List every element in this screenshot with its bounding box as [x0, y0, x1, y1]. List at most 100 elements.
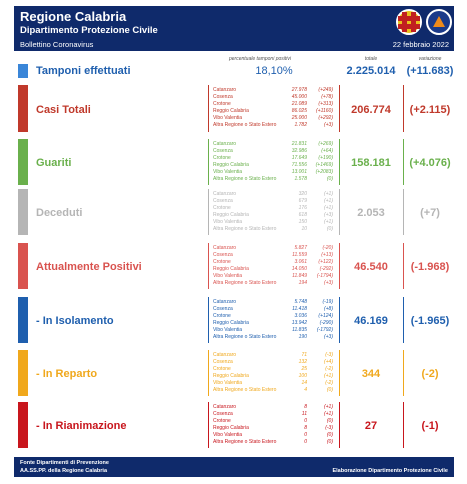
province-row: Reggio Calabria 71.556 (+1469) — [213, 162, 335, 169]
section-total: 27 — [364, 420, 378, 432]
province-diff: (+122) — [318, 259, 333, 265]
province-name: Vibo Valentia — [213, 115, 243, 121]
province-name: Vibo Valentia — [213, 219, 243, 225]
column-divider — [403, 243, 404, 289]
province-value: 618 — [298, 212, 307, 218]
section-total: 46.169 — [354, 315, 388, 327]
province-value: 5.827 — [294, 245, 307, 251]
province-value: 86.025 — [291, 108, 307, 114]
province-diff: (0) — [326, 432, 333, 438]
province-diff: (+292) — [318, 115, 333, 121]
province-list: Catanzaro 320 (+1) Cosenza 679 (+1) Crotone 176… — [213, 191, 335, 233]
province-diff: (+249) — [318, 87, 333, 93]
region-logo-icon — [396, 9, 422, 35]
province-row: Altra Regione o Stato Estero 1.578 (0) — [213, 176, 335, 183]
province-row: Crotone 3.061 (+122) — [213, 259, 335, 266]
column-divider — [403, 85, 404, 132]
province-diff: (+1) — [323, 219, 333, 225]
province-row: Cosenza 11 (+1) — [213, 411, 335, 418]
province-value: 32.986 — [291, 148, 307, 154]
province-row: Crotone 0 (0) — [213, 418, 335, 425]
province-row: Reggio Calabria 14.050 (-292) — [213, 266, 335, 273]
province-diff: (0) — [326, 418, 333, 424]
province-diff: (+2083) — [315, 169, 333, 175]
column-divider — [208, 85, 209, 132]
province-row: Catanzaro 71 (-3) — [213, 352, 335, 359]
province-diff: (+190) — [318, 155, 333, 161]
section-label: Attualmente Positivi — [36, 261, 142, 273]
column-divider — [339, 243, 340, 289]
section-color-bar — [18, 402, 28, 448]
province-diff: (-1792) — [316, 327, 333, 333]
section-label: Deceduti — [36, 207, 83, 219]
province-diff: (-19) — [322, 299, 333, 305]
province-value: 13.942 — [291, 320, 307, 326]
bulletin-date: 22 febbraio 2022 — [392, 40, 449, 49]
section-total: 46.540 — [354, 261, 388, 273]
column-divider — [403, 189, 404, 235]
column-divider — [403, 297, 404, 343]
province-diff: (+13) — [321, 252, 333, 258]
header-banner: Regione Calabria Dipartimento Protezione… — [14, 6, 454, 39]
province-row: Catanzaro 320 (+1) — [213, 191, 335, 198]
province-name: Cosenza — [213, 359, 233, 365]
province-row: Catanzaro 5.827 (-20) — [213, 245, 335, 252]
province-value: 14 — [301, 380, 307, 386]
section-change: (+7) — [420, 207, 440, 219]
province-value: 21.831 — [291, 141, 307, 147]
column-divider — [208, 350, 209, 396]
province-value: 45.000 — [291, 94, 307, 100]
province-diff: (+1) — [323, 191, 333, 197]
province-row: Vibo Valentia 0 (0) — [213, 432, 335, 439]
province-value: 21.089 — [291, 101, 307, 107]
province-name: Crotone — [213, 366, 231, 372]
province-diff: (+269) — [318, 141, 333, 147]
province-list: Catanzaro 8 (+1) Cosenza 11 (+1) Crotone 0 (0) Re… — [213, 404, 335, 446]
province-diff: (+1) — [323, 404, 333, 410]
province-diff: (+3) — [323, 122, 333, 128]
section-row: Attualmente Positivi Catanzaro 5.827 (-20) C… — [14, 243, 454, 289]
percent-column-header: percentuale tamponi positivi — [229, 56, 291, 62]
province-name: Vibo Valentia — [213, 432, 243, 438]
province-name: Catanzaro — [213, 404, 237, 410]
province-value: 5.748 — [294, 299, 307, 305]
section-total: 158.181 — [351, 157, 391, 169]
province-name: Altra Regione o Stato Estero — [213, 387, 277, 393]
province-value: 11.835 — [292, 327, 307, 333]
column-divider — [208, 402, 209, 448]
province-list: Catanzaro 5.748 (-19) Cosenza 11.418 (+8) Crot… — [213, 299, 335, 341]
column-divider — [339, 189, 340, 235]
province-value: 0 — [304, 418, 307, 424]
section-row: - In Rianimazione Catanzaro 8 (+1) Cosenza 11… — [14, 402, 454, 448]
section-total: 206.774 — [351, 104, 391, 116]
credit-line: Elaborazione Dipartimento Protezione Civ… — [332, 468, 448, 474]
province-row: Cosenza 11.559 (+13) — [213, 252, 335, 259]
column-divider — [208, 243, 209, 289]
province-name: Reggio Calabria — [213, 266, 249, 272]
province-row: Reggio Calabria 8 (-3) — [213, 425, 335, 432]
province-diff: (+1469) — [315, 162, 333, 168]
section-label: - In Isolamento — [36, 315, 114, 327]
province-list: Catanzaro 5.827 (-20) Cosenza 11.559 (+13) Cro… — [213, 245, 335, 287]
province-row: Reggio Calabria 100 (+1) — [213, 373, 335, 380]
province-row: Crotone 25 (-2) — [213, 366, 335, 373]
province-row: Altra Regione o Stato Estero 194 (+3) — [213, 280, 335, 287]
column-divider — [208, 297, 209, 343]
province-value: 194 — [298, 280, 307, 286]
province-name: Cosenza — [213, 198, 233, 204]
section-row: - In Isolamento Catanzaro 5.748 (-19) Cosenz… — [14, 297, 454, 343]
province-list: Catanzaro 21.831 (+269) Cosenza 32.986 (+64) C… — [213, 141, 335, 183]
province-list: Catanzaro 71 (-3) Cosenza 132 (+4) Crotone 25 (-… — [213, 352, 335, 394]
column-divider — [339, 402, 340, 448]
province-diff: (+1) — [323, 205, 333, 211]
province-value: 176 — [298, 205, 307, 211]
province-row: Reggio Calabria 13.942 (-290) — [213, 320, 335, 327]
province-value: 11.418 — [292, 306, 307, 312]
province-row: Cosenza 679 (+1) — [213, 198, 335, 205]
tamponi-change: (+11.683) — [406, 65, 454, 77]
province-value: 0 — [304, 439, 307, 445]
province-value: 1.578 — [294, 176, 307, 182]
province-value: 8 — [304, 425, 307, 431]
province-name: Catanzaro — [213, 352, 237, 358]
province-row: Catanzaro 21.831 (+269) — [213, 141, 335, 148]
